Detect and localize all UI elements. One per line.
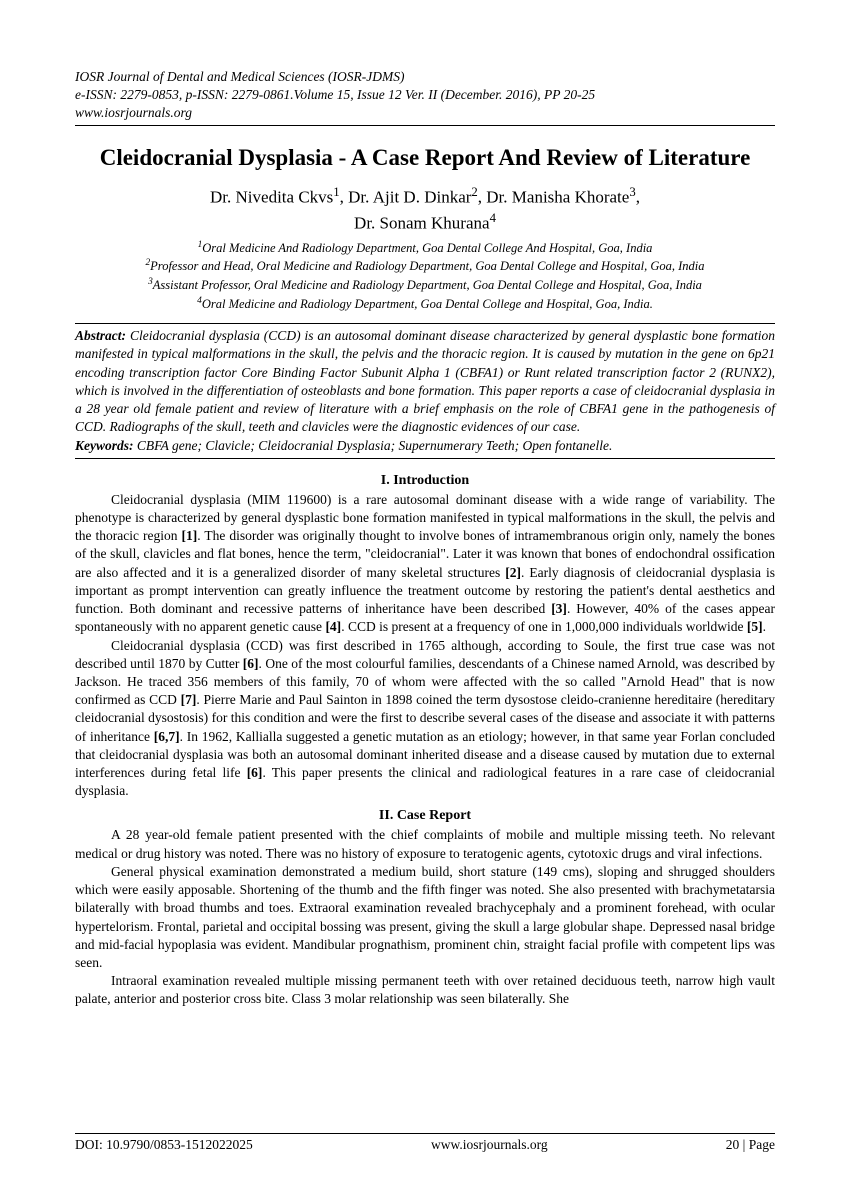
page-footer: DOI: 10.9790/0853-1512022025 www.iosrjou…: [75, 1133, 775, 1153]
sep1: ,: [340, 188, 349, 207]
sep3: ,: [636, 188, 640, 207]
author-4: Dr. Sonam Khurana: [354, 214, 490, 233]
author-1: Dr. Nivedita Ckvs: [210, 188, 333, 207]
ref-4: [4]: [325, 619, 341, 634]
affiliation-4: 4Oral Medicine and Radiology Department,…: [75, 295, 775, 314]
introduction-body: Cleidocranial dysplasia (MIM 119600) is …: [75, 491, 775, 801]
footer-rule: [75, 1133, 775, 1134]
intro-para-2: Cleidocranial dysplasia (CCD) was first …: [75, 637, 775, 801]
ref-1: [1]: [181, 528, 197, 543]
ref-2: [2]: [505, 565, 521, 580]
affiliations-block: 1Oral Medicine And Radiology Department,…: [75, 239, 775, 314]
ref-67: [6,7]: [154, 729, 180, 744]
affiliation-1: 1Oral Medicine And Radiology Department,…: [75, 239, 775, 258]
case-body: A 28 year-old female patient presented w…: [75, 826, 775, 1008]
affiliation-2: 2Professor and Head, Oral Medicine and R…: [75, 257, 775, 276]
ref-7: [7]: [181, 692, 197, 707]
section-heading-intro: I. Introduction: [75, 473, 775, 489]
abstract-text: Cleidocranial dysplasia (CCD) is an auto…: [75, 328, 775, 434]
paper-title: Cleidocranial Dysplasia - A Case Report …: [75, 144, 775, 173]
footer-doi: DOI: 10.9790/0853-1512022025: [75, 1137, 253, 1153]
intro-para-1: Cleidocranial dysplasia (MIM 119600) is …: [75, 491, 775, 637]
case-para-1: A 28 year-old female patient presented w…: [75, 826, 775, 862]
footer-site: www.iosrjournals.org: [431, 1137, 548, 1153]
author-sup-4: 4: [490, 211, 496, 225]
ref-3: [3]: [551, 601, 567, 616]
journal-name: IOSR Journal of Dental and Medical Scien…: [75, 68, 775, 86]
case-para-2: General physical examination demonstrate…: [75, 863, 775, 972]
case-para-3: Intraoral examination revealed multiple …: [75, 972, 775, 1008]
ref-5: [5]: [747, 619, 763, 634]
ref-6: [6]: [243, 656, 259, 671]
header-divider: [75, 125, 775, 126]
keywords-label: Keywords:: [75, 438, 134, 453]
abstract-block: Abstract: Cleidocranial dysplasia (CCD) …: [75, 327, 775, 455]
section-heading-case: II. Case Report: [75, 808, 775, 824]
keywords-text: CBFA gene; Clavicle; Cleidocranial Dyspl…: [137, 438, 613, 453]
authors-block: Dr. Nivedita Ckvs1, Dr. Ajit D. Dinkar2,…: [75, 184, 775, 235]
abstract-bottom-rule: [75, 458, 775, 459]
page-container: IOSR Journal of Dental and Medical Scien…: [0, 0, 850, 1203]
abstract-label: Abstract:: [75, 328, 126, 343]
journal-header: IOSR Journal of Dental and Medical Scien…: [75, 68, 775, 123]
ref-6b: [6]: [247, 765, 263, 780]
footer-page: 20 | Page: [726, 1137, 775, 1153]
author-3: Dr. Manisha Khorate: [486, 188, 629, 207]
issn-line: e-ISSN: 2279-0853, p-ISSN: 2279-0861.Vol…: [75, 86, 775, 104]
author-2: Dr. Ajit D. Dinkar: [348, 188, 471, 207]
abstract-top-rule: [75, 323, 775, 324]
sep2: ,: [478, 188, 487, 207]
footer-line: DOI: 10.9790/0853-1512022025 www.iosrjou…: [75, 1137, 775, 1153]
affiliation-3: 3Assistant Professor, Oral Medicine and …: [75, 276, 775, 295]
journal-url: www.iosrjournals.org: [75, 104, 775, 122]
